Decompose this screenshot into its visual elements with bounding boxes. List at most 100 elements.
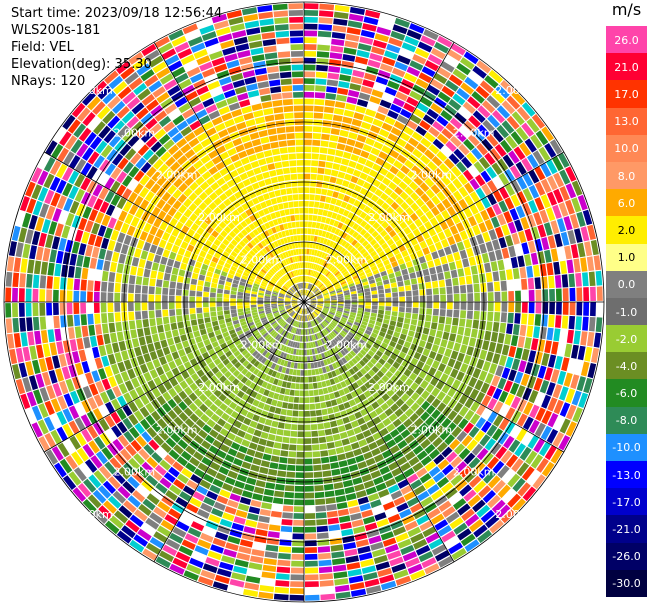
- radar-gate-cell: [524, 254, 532, 266]
- radar-gate-cell: [337, 192, 345, 200]
- radar-gate-cell: [74, 188, 85, 203]
- radar-gate-cell: [32, 200, 43, 216]
- radar-gate-cell: [276, 566, 291, 574]
- radar-gate-cell: [370, 312, 377, 318]
- radar-gate-cell: [407, 423, 418, 434]
- radar-gate-cell: [215, 472, 227, 482]
- radar-gate-cell: [420, 137, 432, 148]
- radar-gate-cell: [265, 214, 272, 221]
- radar-gate-cell: [318, 559, 332, 567]
- radar-gate-cell: [264, 359, 270, 366]
- radar-gate-cell: [141, 285, 148, 294]
- radar-gate-cell: [428, 350, 437, 360]
- radar-gate-cell: [342, 347, 349, 354]
- radar-gate-cell: [88, 359, 97, 372]
- radar-gate-cell: [350, 175, 359, 184]
- radar-gate-cell: [283, 374, 289, 381]
- radar-gate-cell: [337, 508, 350, 517]
- radar-gate-cell: [319, 331, 324, 338]
- radar-gate-cell: [413, 485, 426, 496]
- radar-gate-cell: [265, 397, 273, 405]
- radar-gate-cell: [487, 456, 500, 470]
- radar-gate-cell: [198, 429, 208, 439]
- radar-gate-cell: [42, 343, 51, 357]
- radar-gate-cell: [206, 44, 221, 54]
- radar-gate-cell: [427, 484, 440, 495]
- radar-gate-cell: [155, 294, 161, 302]
- radar-gate-cell: [304, 499, 315, 506]
- radar-gate-cell: [499, 322, 507, 334]
- radar-gate-cell: [500, 139, 513, 153]
- radar-gate-cell: [330, 45, 344, 53]
- radar-gate-cell: [180, 450, 192, 461]
- radar-gate-cell: [387, 513, 401, 524]
- radar-gate-cell: [276, 335, 282, 341]
- radar-gate-cell: [164, 454, 176, 466]
- radar-gate-cell: [97, 485, 112, 499]
- radar-gate-cell: [277, 559, 291, 567]
- radar-gate-cell: [42, 247, 51, 262]
- radar-gate-cell: [380, 192, 389, 201]
- radar-gate-cell: [314, 340, 319, 347]
- radar-gate-cell: [195, 109, 208, 119]
- radar-gate-cell: [237, 364, 245, 372]
- radar-gate-cell: [130, 329, 138, 339]
- radar-gate-cell: [555, 315, 562, 328]
- radar-gate-cell: [287, 281, 292, 287]
- radar-gate-cell: [294, 499, 304, 506]
- radar-gate-cell: [29, 245, 37, 260]
- radar-gate-cell: [249, 365, 256, 373]
- radar-gate-cell: [269, 427, 278, 435]
- radar-gate-cell: [301, 289, 303, 296]
- radar-gate-cell: [442, 506, 456, 518]
- radar-gate-cell: [333, 329, 339, 335]
- radar-gate-cell: [356, 178, 365, 187]
- radar-gate-cell: [266, 440, 275, 448]
- radar-gate-cell: [403, 368, 412, 377]
- radar-gate-cell: [209, 307, 216, 312]
- radar-gate-cell: [104, 190, 115, 203]
- radar-gate-cell: [118, 383, 128, 395]
- radar-gate-cell: [251, 103, 263, 111]
- radar-gate-cell: [414, 47, 430, 59]
- radar-gate-cell: [216, 334, 223, 341]
- radar-gate-cell: [444, 246, 452, 256]
- radar-gate-cell: [316, 293, 322, 297]
- radar-gate-cell: [371, 305, 378, 310]
- radar-gate-cell: [315, 272, 319, 278]
- radar-gate-cell: [193, 160, 204, 170]
- radar-gate-cell: [288, 318, 293, 324]
- radar-gate-cell: [174, 357, 183, 367]
- radar-gate-cell: [516, 462, 530, 477]
- radar-gate-cell: [431, 398, 441, 408]
- radar-gate-cell: [341, 240, 348, 247]
- radar-gate-cell: [377, 105, 389, 115]
- radar-gate-cell: [252, 220, 260, 228]
- radar-gate-cell: [300, 335, 303, 342]
- radar-gate-cell: [165, 538, 181, 550]
- radar-gate-cell: [291, 298, 298, 301]
- radar-gate-cell: [340, 381, 347, 388]
- radar-gate-cell: [350, 154, 360, 162]
- radar-gate-cell: [432, 471, 445, 483]
- radar-gate-cell: [203, 389, 213, 398]
- radar-gate-cell: [320, 402, 327, 409]
- radar-gate-cell: [570, 374, 580, 390]
- radar-gate-cell: [512, 324, 520, 336]
- radar-gate-cell: [353, 448, 363, 457]
- radar-gate-cell: [362, 317, 369, 323]
- radar-gate-cell: [243, 163, 253, 172]
- radar-gate-cell: [99, 391, 110, 404]
- radar-gate-cell: [397, 258, 405, 265]
- radar-gate-cell: [314, 105, 324, 113]
- radar-gate-cell: [232, 79, 245, 88]
- radar-gate-cell: [170, 274, 178, 282]
- radar-gate-cell: [286, 281, 292, 287]
- radar-gate-cell: [548, 314, 555, 328]
- radar-gate-cell: [74, 158, 87, 173]
- radar-gate-cell: [205, 557, 220, 567]
- radar-gate-cell: [206, 370, 214, 379]
- radar-gate-cell: [196, 255, 205, 263]
- radar-gate-cell: [136, 107, 149, 120]
- radar-gate-cell: [142, 149, 154, 161]
